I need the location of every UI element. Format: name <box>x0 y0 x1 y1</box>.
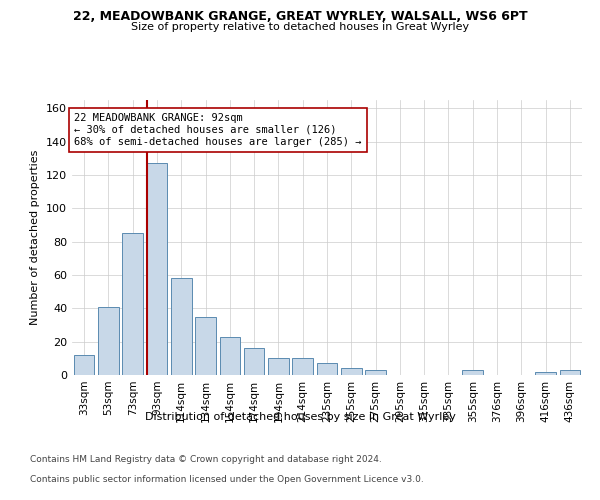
Bar <box>146 164 167 375</box>
Bar <box>341 368 362 375</box>
Text: Size of property relative to detached houses in Great Wyrley: Size of property relative to detached ho… <box>131 22 469 32</box>
Bar <box>317 364 337 375</box>
Bar <box>220 336 240 375</box>
Text: Contains public sector information licensed under the Open Government Licence v3: Contains public sector information licen… <box>30 475 424 484</box>
Bar <box>195 316 216 375</box>
Bar <box>122 234 143 375</box>
Bar <box>74 355 94 375</box>
Bar <box>171 278 191 375</box>
Bar <box>365 370 386 375</box>
Y-axis label: Number of detached properties: Number of detached properties <box>31 150 40 325</box>
Bar <box>535 372 556 375</box>
Text: Distribution of detached houses by size in Great Wyrley: Distribution of detached houses by size … <box>145 412 455 422</box>
Text: Contains HM Land Registry data © Crown copyright and database right 2024.: Contains HM Land Registry data © Crown c… <box>30 455 382 464</box>
Bar <box>292 358 313 375</box>
Bar <box>463 370 483 375</box>
Bar <box>560 370 580 375</box>
Bar <box>244 348 265 375</box>
Text: 22, MEADOWBANK GRANGE, GREAT WYRLEY, WALSALL, WS6 6PT: 22, MEADOWBANK GRANGE, GREAT WYRLEY, WAL… <box>73 10 527 23</box>
Bar <box>268 358 289 375</box>
Bar <box>98 306 119 375</box>
Text: 22 MEADOWBANK GRANGE: 92sqm
← 30% of detached houses are smaller (126)
68% of se: 22 MEADOWBANK GRANGE: 92sqm ← 30% of det… <box>74 114 362 146</box>
